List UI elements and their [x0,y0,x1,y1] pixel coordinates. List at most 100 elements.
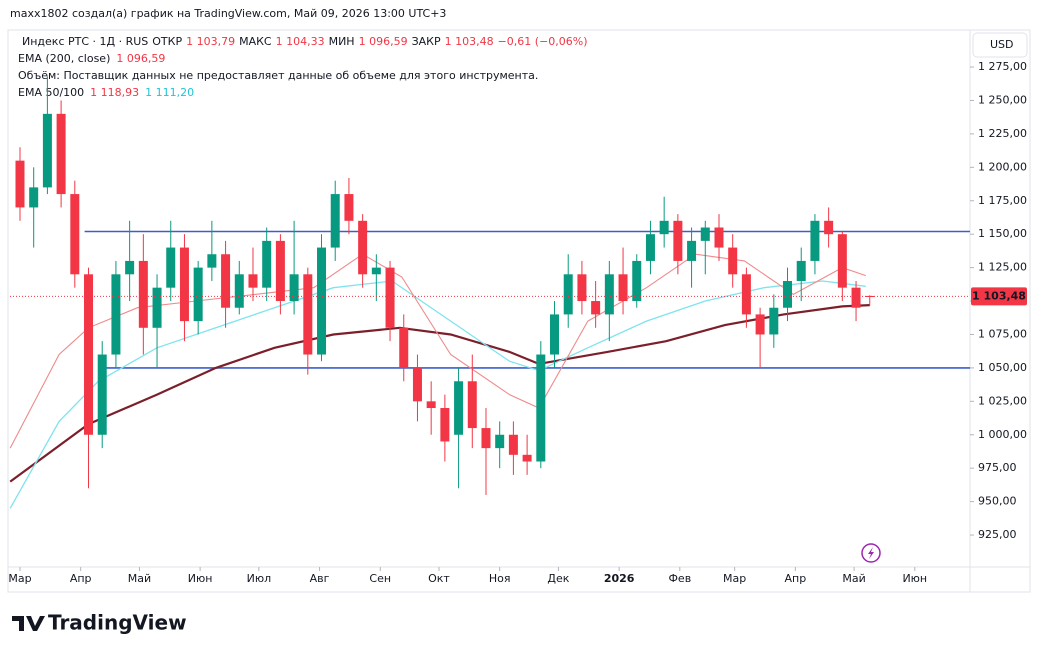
frame [7,29,1031,593]
candle-body [659,220,669,235]
candle-body [714,227,724,248]
x-tick-label: Май [842,572,865,585]
candle-body [221,254,231,308]
candle-body [618,274,628,302]
legend-line: Индекс РТС · 1Д · RUS ОТКР 1 103,79 МАКС 1 1… [22,35,588,48]
candle-body [289,274,299,302]
last-price-badge [971,287,1027,306]
candle-body [303,274,313,355]
x-tick-label: Май [128,572,151,585]
candle-body [645,234,655,261]
candle-body [344,194,354,221]
candle-body [741,274,751,315]
legend-key: МИН [329,35,355,48]
ema-line [9,304,870,483]
candle-body [56,113,66,195]
legend-key: ЗАКР [412,35,441,48]
candle-body [193,267,203,322]
candle-body [15,160,25,208]
candle-body [796,260,806,281]
candle-body [865,295,875,297]
candle-body [769,307,779,335]
legend-value: 1 111,20 [145,86,194,99]
ema-line [9,253,866,449]
candle-body [604,274,614,315]
candle-body [275,240,285,302]
legend-value: 1 104,33 [276,35,325,48]
candle-body [399,327,409,368]
candle-body [851,287,861,308]
logo-icon [12,616,45,631]
legend-key: EMA 50/100 [18,86,84,99]
y-tick-label: 1 175,00 [978,194,1027,207]
y-tick-label: 1 000,00 [978,428,1027,441]
x-tick-label: 2026 [604,572,635,585]
y-tick-label: 1 275,00 [978,60,1027,73]
candle-body [687,240,697,261]
currency-button[interactable] [972,32,1028,58]
brand: TradingView [48,611,187,635]
candle-body [536,354,546,462]
y-tick-label: 950,00 [978,495,1017,508]
ema200-legend: EMA (200, close) 1 096,59 [18,52,165,65]
candle-body [97,354,107,435]
candle-body [262,240,272,288]
legend-value: 1 103,48 [445,35,494,48]
x-tick-label: Июл [247,572,272,585]
candle-body [508,434,518,455]
x-tick-label: Сен [369,572,391,585]
candle-body [577,274,587,302]
x-tick-label: Ноя [489,572,511,585]
candle-body [207,254,217,268]
y-tick-label: 1 225,00 [978,127,1027,140]
credit: maxx1802 создал(а) график на TradingView… [10,7,446,20]
x-tick-label: Авг [310,572,330,585]
candle-body [358,220,368,275]
candle-body [755,314,765,335]
candle-body [440,408,450,442]
candle-body [454,381,464,435]
candle-body [495,434,505,449]
ema-line [9,280,866,509]
y-tick-label: 1 125,00 [978,261,1027,274]
y-tick-label: 1 050,00 [978,361,1027,374]
legend-key: EMA (200, close) [18,52,110,65]
last-price-label: 1 103,48 [972,289,1026,302]
legend-key: ОТКР [152,35,182,48]
candle-body [248,274,258,288]
candle-body [330,194,340,248]
candle-body [837,234,847,288]
x-tick-label: Июн [902,572,927,585]
legend-key: МАКС [239,35,272,48]
candle-body [783,280,793,308]
candle-body [166,247,176,288]
candle-body [550,314,560,355]
ema-pair-legend: EMA 50/100 1 118,93 1 111,20 [18,86,194,99]
candle-body [673,220,683,261]
y-tick-label: 1 250,00 [978,93,1027,106]
candle-body [481,428,491,449]
candle-body [317,247,327,355]
candle-body [70,194,80,275]
candle-body [563,274,573,315]
currency[interactable]: USD [990,38,1014,51]
candle-body [824,220,834,235]
candle-body [179,247,189,322]
brand-logo [12,616,45,631]
volume-note: Объём: Поставщик данных не предоставляет… [18,69,538,82]
x-tick-label: Окт [428,572,450,585]
candle-body [700,227,710,241]
x-tick-label: Мар [8,572,31,585]
candle-body [412,367,422,402]
candle-body [152,287,162,328]
y-tick-label: 975,00 [978,461,1017,474]
x-tick-label: Мар [723,572,746,585]
y-tick-label: 925,00 [978,528,1017,541]
symbol: Индекс РТС · 1Д · RUS [22,35,148,48]
y-tick-label: 1 025,00 [978,394,1027,407]
candle-body [522,454,532,462]
x-tick-label: Апр [70,572,92,585]
x-tick-label: Апр [784,572,806,585]
candle-body [810,220,820,261]
